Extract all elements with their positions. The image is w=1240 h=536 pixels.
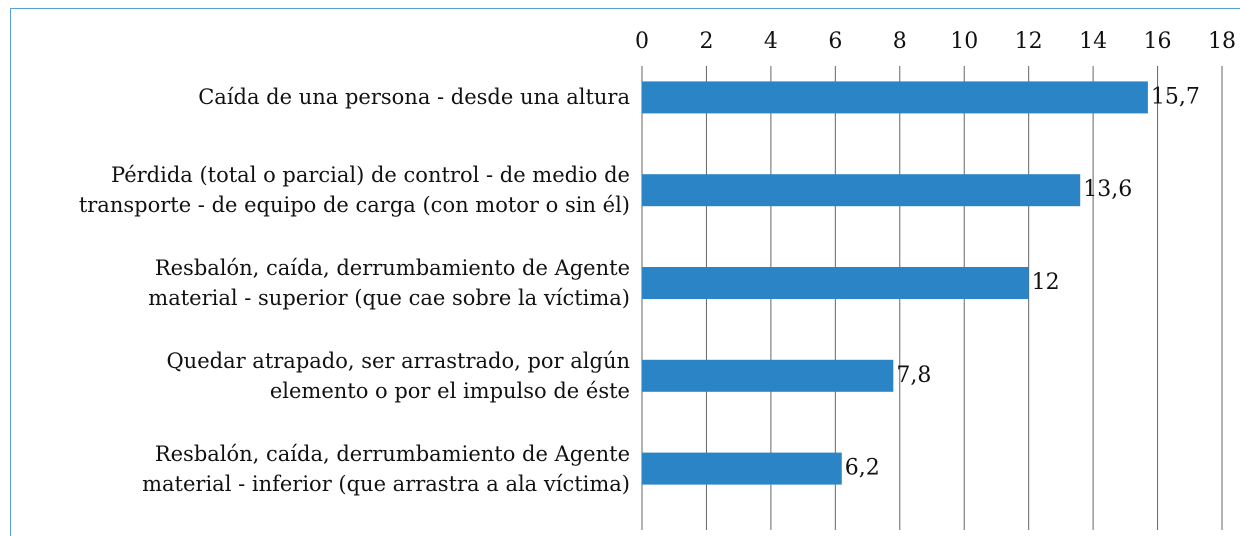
data-label: 13,6 (1083, 177, 1132, 202)
data-label: 15,7 (1151, 84, 1200, 109)
x-tick-label: 8 (893, 29, 907, 54)
y-tick-label: Resbalón, caída, derrumbamiento de Agent… (142, 441, 630, 496)
y-tick-label: Caída de una persona - desde una altura (198, 85, 630, 110)
x-tick-label: 0 (635, 29, 649, 54)
x-tick-label: 6 (828, 29, 842, 54)
x-tick-label: 14 (1079, 29, 1107, 54)
x-tick-label: 2 (699, 29, 713, 54)
bar (642, 81, 1148, 114)
data-label: 6,2 (845, 456, 880, 481)
y-tick-label: Pérdida (total o parcial) de control - d… (78, 163, 630, 218)
y-tick-label: Resbalón, caída, derrumbamiento de Agent… (148, 256, 630, 310)
y-tick-label: Quedar atrapado, ser arrastrado, por alg… (166, 348, 630, 403)
x-tick-label: 12 (1015, 29, 1043, 54)
data-label: 12 (1032, 270, 1060, 295)
x-tick-label: 16 (1144, 29, 1172, 54)
data-label: 7,8 (896, 363, 931, 388)
bar (642, 452, 842, 485)
bar (642, 174, 1081, 207)
bar (642, 267, 1029, 299)
x-tick-label: 10 (950, 29, 978, 54)
bar (642, 359, 894, 392)
x-tick-label: 18 (1208, 29, 1236, 54)
x-tick-label: 4 (764, 29, 778, 54)
frame (10, 8, 1240, 536)
